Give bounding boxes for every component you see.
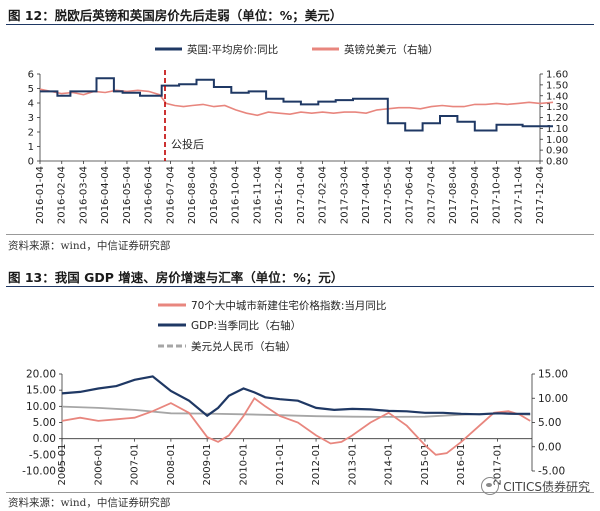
x-tick-label: 2017-09-04: [470, 166, 481, 224]
referendum-annotation: 公投后: [171, 137, 204, 151]
x-tick-label: 2005-01: [57, 444, 68, 486]
figure13-bottom-rule: [6, 492, 594, 493]
right-tick-label: 1.10: [546, 124, 568, 135]
left-tick-label: 1: [28, 142, 34, 153]
figure12-top-rule: [6, 24, 594, 25]
x-tick-label: 2017-04-04: [361, 166, 372, 224]
x-tick-label: 2016-09-04: [209, 166, 220, 224]
series-line-house-price-index: [61, 396, 531, 456]
x-tick-label: 2017-05-04: [383, 166, 394, 224]
x-tick-label: 2016-06-04: [144, 166, 155, 224]
x-tick-label: 2017-12-04: [535, 166, 546, 224]
right-tick-label: 1.60: [546, 70, 568, 81]
figure13-top-rule: [6, 286, 594, 287]
chart-gbp-house-price: 英国:平均房价:同比 英镑兑美元（右轴）01234560.800.901.001.…: [28, 43, 569, 224]
x-tick-label: 2015-01: [420, 444, 431, 486]
x-tick-label: 2017-10-04: [492, 166, 503, 224]
left-tick-label: -10.00: [22, 466, 56, 478]
left-tick-label: 0: [28, 157, 34, 168]
right-tick-label: 1.40: [546, 91, 568, 102]
x-tick-label: 2017-01-04: [296, 166, 307, 224]
series-line-uk-house-price: [40, 77, 553, 132]
figure13-title: 图 13：我国 GDP 增速、房价增速与汇率（单位：%；元）: [8, 270, 344, 285]
legend-label-uk-house-price: 英国:平均房价:同比: [187, 43, 278, 56]
x-tick-label: 2017-08-04: [448, 166, 459, 224]
x-tick-label: 2016-05-04: [122, 166, 133, 224]
x-tick-label: 2017-07-04: [426, 166, 437, 224]
left-tick-label: -5.00: [29, 449, 56, 461]
x-tick-label: 2009-01: [202, 444, 213, 486]
x-tick-label: 2017-01: [493, 444, 504, 486]
left-tick-label: 0.00: [33, 433, 56, 445]
x-tick-label: 2006-01: [93, 444, 104, 486]
x-tick-label: 2017-03-04: [339, 166, 350, 224]
x-tick-label: 2008-01: [166, 444, 177, 486]
x-tick-label: 2016-10-04: [231, 166, 242, 224]
figure13-source: 资料来源：wind，中信证券研究部: [8, 497, 171, 509]
right-tick-label: 1.30: [546, 102, 568, 113]
right-tick-label: 0.00: [538, 441, 561, 453]
watermark: CITICS债券研究: [481, 477, 590, 495]
x-tick-label: 2016-12-04: [274, 166, 285, 224]
x-tick-label: 2013-01: [347, 444, 358, 486]
right-tick-label: 1.50: [546, 80, 568, 91]
x-tick-label: 2016-02-04: [57, 166, 68, 224]
x-tick-label: 2016-08-04: [187, 166, 198, 224]
x-tick-label: 2016-01: [456, 444, 467, 486]
left-tick-label: 6: [28, 70, 34, 81]
figure12-source: 资料来源：wind，中信证券研究部: [8, 240, 171, 252]
x-tick-label: 2016-03-04: [78, 166, 89, 224]
right-tick-label: -5.00: [538, 466, 565, 478]
series-line-usd-cny: [61, 405, 531, 418]
x-tick-label: 2017-02-04: [318, 166, 329, 224]
series-line-gdp: [61, 375, 531, 418]
figure12-bottom-rule: [6, 234, 594, 235]
x-tick-label: 2014-01: [384, 444, 395, 486]
x-tick-label: 2016-11-04: [252, 166, 263, 224]
x-tick-label: 2016-01-04: [35, 166, 46, 224]
right-tick-label: 10.00: [538, 393, 568, 405]
x-tick-label: 2011-01: [275, 444, 286, 486]
right-tick-label: 1.20: [546, 113, 568, 124]
left-tick-label: 3: [28, 113, 34, 124]
legend-label-house-price-index: 70个大中城市新建住宅价格指数:当月同比: [191, 299, 386, 312]
x-tick-label: 2016-04-04: [100, 166, 111, 224]
left-tick-label: 5: [28, 84, 34, 95]
x-tick-label: 2017-06-04: [405, 166, 416, 224]
series-line-gbp-usd: [39, 88, 554, 117]
x-tick-label: 2016-07-04: [165, 166, 176, 224]
left-tick-label: 15.00: [26, 385, 56, 397]
legend-label-usd-cny: 美元兑人民币（右轴）: [191, 340, 296, 353]
left-tick-label: 2: [28, 128, 34, 139]
right-tick-label: 15.00: [538, 369, 568, 381]
figure12-title: 图 12：脱欧后英镑和英国房价先后走弱（单位：%；美元）: [8, 8, 343, 23]
chart-china-gdp-house-fx: 70个大中城市新建住宅价格指数:当月同比 GDP:当季同比（右轴） 美元兑人民币（右…: [22, 299, 568, 486]
right-tick-label: 0.80: [546, 157, 568, 168]
left-tick-label: 10.00: [26, 401, 56, 413]
x-tick-label: 2017-11-04: [513, 166, 524, 224]
x-tick-label: 2007-01: [130, 444, 141, 486]
wechat-icon: [481, 477, 500, 495]
right-tick-label: 0.90: [546, 146, 568, 157]
legend-label-gbp-usd: 英镑兑美元（右轴）: [344, 43, 439, 56]
left-tick-label: 5.00: [33, 417, 56, 429]
x-tick-label: 2012-01: [311, 444, 322, 486]
x-tick-label: 2010-01: [238, 444, 249, 486]
right-tick-label: 5.00: [538, 417, 561, 429]
legend-label-gdp: GDP:当季同比（右轴）: [191, 319, 301, 332]
left-tick-label: 4: [28, 99, 34, 110]
watermark-text: CITICS债券研究: [503, 479, 590, 494]
right-tick-label: 1.00: [546, 135, 568, 146]
left-tick-label: 20.00: [26, 369, 56, 381]
